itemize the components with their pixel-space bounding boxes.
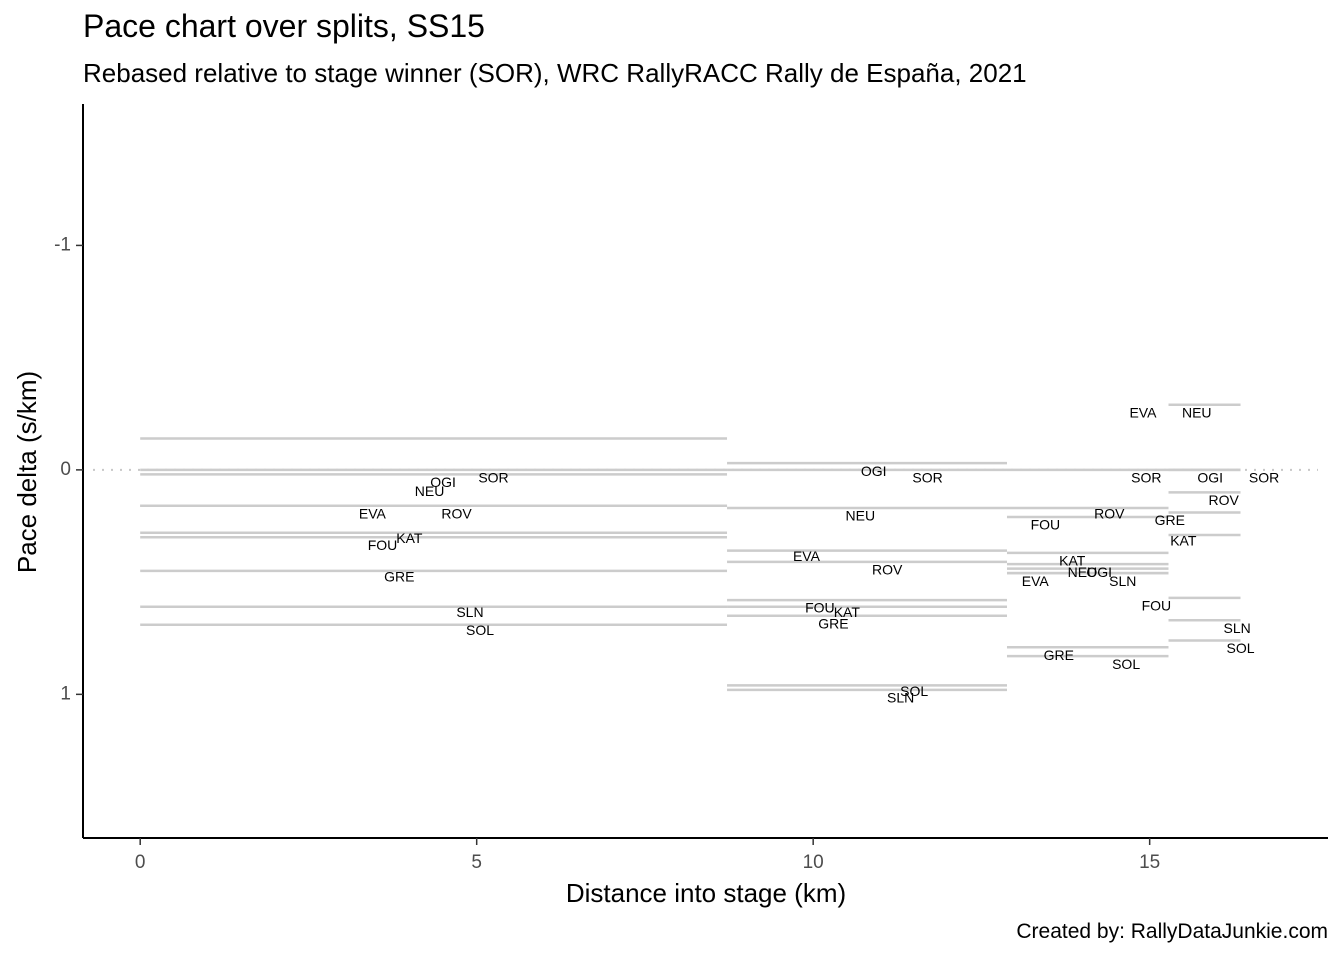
driver-label-rov: ROV [1209,492,1240,508]
driver-label-gre: GRE [818,615,848,631]
driver-label-sor: SOR [912,470,942,486]
driver-label-gre: GRE [1155,512,1185,528]
driver-label-sol: SOL [1112,656,1140,672]
driver-label-sln: SLN [1109,573,1136,589]
driver-label-kat: KAT [396,530,423,546]
driver-label-fou: FOU [805,600,835,616]
chart-title: Pace chart over splits, SS15 [83,8,485,44]
driver-label-sor: SOR [478,470,508,486]
driver-label-gre: GRE [384,568,414,584]
driver-label-eva: EVA [359,505,387,521]
pace-segments [140,403,1241,692]
driver-label-ogi: OGI [430,474,456,490]
driver-label-ogi: OGI [1086,564,1112,580]
x-tick-label: 5 [471,852,482,873]
x-axis-title: Distance into stage (km) [566,878,846,908]
driver-label-sor: SOR [1249,470,1279,486]
driver-label-rov: ROV [1094,505,1125,521]
y-tick-label: 1 [60,683,71,704]
driver-label-rov: ROV [441,505,472,521]
driver-label-rov: ROV [872,562,903,578]
driver-label-neu: NEU [415,483,445,499]
driver-label-ogi: OGI [1197,470,1223,486]
driver-label-kat: KAT [1059,553,1086,569]
driver-label-neu: NEU [846,508,876,524]
driver-label-sol: SOL [1227,640,1255,656]
driver-label-ogi: OGI [861,463,887,479]
chart-caption: Created by: RallyDataJunkie.com [1016,920,1328,943]
driver-label-fou: FOU [1142,598,1172,614]
x-tick-label: 10 [803,852,824,873]
x-tick-label: 15 [1139,852,1160,873]
driver-label-fou: FOU [1031,517,1061,533]
driver-label-eva: EVA [1129,404,1157,420]
y-axis-title: Pace delta (s/km) [12,371,42,573]
driver-label-kat: KAT [1170,532,1197,548]
chart-subtitle: Rebased relative to stage winner (SOR), … [83,58,1027,88]
driver-label-neu: NEU [1068,564,1098,580]
driver-label-eva: EVA [1022,573,1050,589]
driver-label-fou: FOU [368,537,398,553]
driver-label-sor: SOR [1131,470,1161,486]
y-tick-label: -1 [54,234,71,255]
driver-label-gre: GRE [1044,647,1074,663]
y-tick-label: 0 [60,459,71,480]
driver-label-sln: SLN [456,604,483,620]
driver-label-sol: SOL [466,622,494,638]
axes: 0 5 10 15 -1 0 1 [54,104,1328,873]
driver-label-sln: SLN [887,690,914,706]
x-tick-label: 0 [135,852,146,873]
driver-label-eva: EVA [793,548,821,564]
driver-label-sol: SOL [900,683,928,699]
driver-label-sln: SLN [1224,620,1251,636]
driver-label-kat: KAT [834,604,861,620]
driver-label-neu: NEU [1182,404,1212,420]
